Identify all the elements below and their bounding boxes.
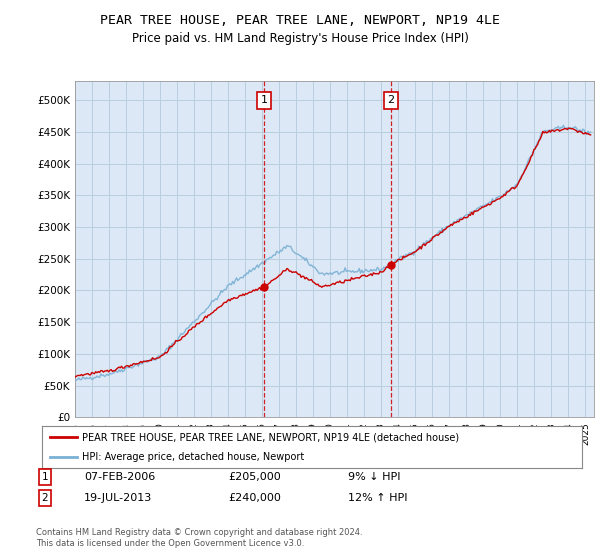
Text: Price paid vs. HM Land Registry's House Price Index (HPI): Price paid vs. HM Land Registry's House …	[131, 32, 469, 45]
Text: 2: 2	[387, 95, 394, 105]
Text: PEAR TREE HOUSE, PEAR TREE LANE, NEWPORT, NP19 4LE: PEAR TREE HOUSE, PEAR TREE LANE, NEWPORT…	[100, 14, 500, 27]
Text: 07-FEB-2006: 07-FEB-2006	[84, 472, 155, 482]
Text: 12% ↑ HPI: 12% ↑ HPI	[348, 493, 407, 503]
Text: 1: 1	[41, 472, 49, 482]
Text: 19-JUL-2013: 19-JUL-2013	[84, 493, 152, 503]
Text: £205,000: £205,000	[228, 472, 281, 482]
Text: £240,000: £240,000	[228, 493, 281, 503]
Text: 1: 1	[260, 95, 268, 105]
Text: 9% ↓ HPI: 9% ↓ HPI	[348, 472, 401, 482]
Text: 2: 2	[41, 493, 49, 503]
Text: HPI: Average price, detached house, Newport: HPI: Average price, detached house, Newp…	[83, 452, 305, 462]
Text: PEAR TREE HOUSE, PEAR TREE LANE, NEWPORT, NP19 4LE (detached house): PEAR TREE HOUSE, PEAR TREE LANE, NEWPORT…	[83, 432, 460, 442]
Text: Contains HM Land Registry data © Crown copyright and database right 2024.
This d: Contains HM Land Registry data © Crown c…	[36, 528, 362, 548]
